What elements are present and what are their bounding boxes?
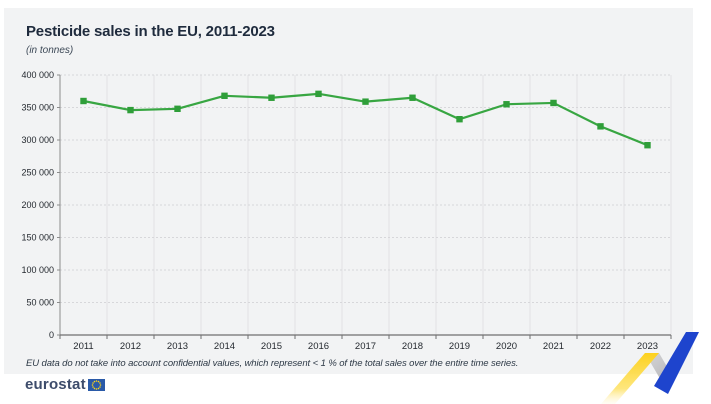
chart-footnote: EU data do not take into account confide…	[26, 358, 519, 369]
y-tick-label: 300 000	[21, 135, 54, 145]
chart-panel: Pesticide sales in the EU, 2011-2023 (in…	[4, 8, 693, 374]
data-point-2013[interactable]	[174, 105, 181, 112]
y-tick-label: 200 000	[21, 200, 54, 210]
eu-flag-star	[95, 379, 98, 382]
eu-flag-star	[97, 380, 100, 382]
x-tick-label: 2012	[120, 341, 141, 352]
data-point-2019[interactable]	[456, 116, 463, 123]
chart-title: Pesticide sales in the EU, 2011-2023	[26, 23, 275, 40]
y-tick-label: 350 000	[21, 103, 54, 113]
data-point-2014[interactable]	[221, 92, 228, 99]
eu-flag-star	[91, 383, 94, 386]
eu-flag-star	[97, 387, 100, 389]
x-tick-label: 2020	[496, 341, 517, 352]
y-tick-label: 250 000	[21, 168, 54, 178]
data-point-2022[interactable]	[597, 123, 604, 130]
y-tick-label: 100 000	[21, 265, 54, 275]
y-tick-label: 150 000	[21, 233, 54, 243]
eu-flag-field	[87, 378, 105, 391]
x-tick-label: 2019	[449, 341, 470, 352]
x-tick-label: 2013	[167, 341, 188, 352]
x-tick-label: 2018	[402, 341, 423, 352]
y-tick-label: 400 000	[21, 70, 54, 80]
x-tick-label: 2023	[637, 341, 658, 352]
data-point-2012[interactable]	[127, 106, 134, 114]
eu-flag-star	[98, 385, 101, 388]
y-tick-label: 0	[49, 330, 54, 340]
data-point-2018[interactable]	[409, 94, 416, 101]
eu-flag-star	[98, 381, 101, 384]
x-tick-label: 2021	[543, 341, 564, 352]
data-point-2023[interactable]	[644, 142, 651, 149]
eu-flag-star	[95, 387, 98, 390]
y-tick-label: 50 000	[26, 298, 54, 308]
data-point-2021[interactable]	[550, 99, 557, 107]
data-point-2017[interactable]	[362, 98, 369, 105]
eu-flag-star	[92, 381, 94, 384]
eu-flag-star	[93, 387, 96, 389]
data-point-2011[interactable]	[80, 97, 87, 105]
x-tick-label: 2015	[261, 341, 282, 352]
pesticide-sales-line-chart: 0 50 000 100 000 150 000 200 000 250 000 300 0…	[21, 70, 672, 352]
data-point-2020[interactable]	[503, 101, 510, 108]
eurostat-logo[interactable]: eurostat	[25, 377, 105, 392]
data-point-2016[interactable]	[315, 90, 322, 98]
data-point-2015[interactable]	[268, 94, 275, 101]
x-tick-label: 2017	[355, 341, 376, 352]
eu-flag-icon	[87, 378, 105, 391]
x-tick-label: 2022	[590, 341, 611, 352]
eu-flag-star	[92, 385, 94, 388]
eu-flag-star	[93, 380, 96, 382]
eu-flag-star	[99, 383, 102, 386]
chart-subtitle: (in tonnes)	[26, 45, 74, 56]
zigzag-blue-band	[654, 332, 699, 394]
eurostat-logo-text: eurostat	[25, 376, 86, 393]
x-tick-label: 2011	[73, 341, 93, 352]
eurostat-zigzag-decoration	[601, 332, 699, 404]
x-tick-label: 2014	[214, 341, 235, 352]
x-tick-label: 2016	[308, 341, 329, 352]
zigzag-yellow-band	[601, 353, 659, 404]
